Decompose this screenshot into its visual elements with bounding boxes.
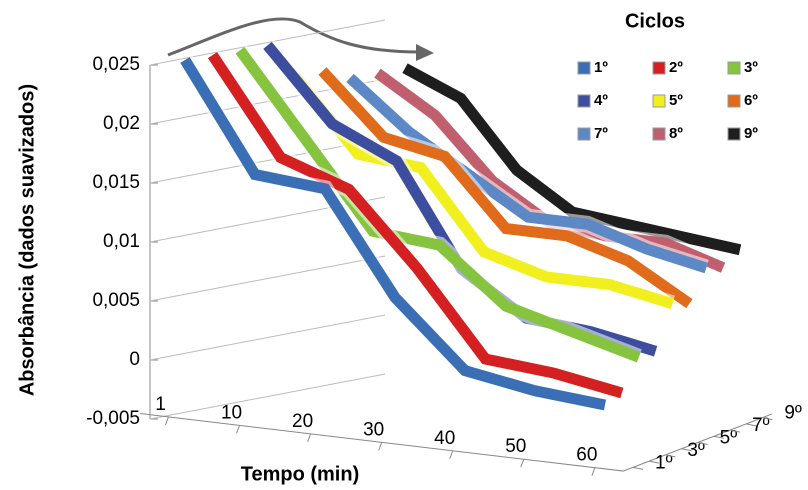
y-tick-label: 0,01 — [103, 231, 140, 252]
depth-tick — [729, 429, 741, 433]
depth-tick — [713, 435, 724, 439]
y-tick-label: -0,005 — [86, 408, 140, 429]
ribbon — [318, 67, 693, 309]
grid-line — [149, 255, 386, 302]
ribbon — [290, 72, 675, 310]
depth-tick — [697, 442, 708, 445]
trend-arrow — [167, 17, 421, 57]
depth-tick — [746, 423, 757, 427]
x-tick-label: 20 — [292, 411, 313, 432]
ribbon — [180, 57, 607, 411]
x-axis-title: Tempo (min) — [241, 463, 360, 485]
legend-swatch — [577, 127, 591, 141]
x-tick-label: 30 — [363, 419, 384, 440]
legend-swatch — [577, 94, 591, 108]
depth-tick — [665, 454, 676, 458]
legend-label: 1º — [594, 59, 608, 76]
ribbon — [402, 63, 742, 256]
legend-label: 6º — [744, 92, 758, 109]
depth-tick — [649, 460, 660, 464]
legend-title: Ciclos — [625, 10, 685, 32]
legend-label: 8º — [669, 125, 683, 142]
legend-swatch — [577, 61, 591, 75]
y-tick-label: 0,015 — [92, 172, 140, 193]
trend-arrow-head — [416, 44, 434, 61]
depth-tick-label: 1º — [655, 452, 673, 473]
x-tick-label: 50 — [505, 436, 526, 457]
grid-line — [149, 314, 386, 361]
y-axis-title: Absorbância (dados suavizados) — [16, 84, 38, 396]
x-tick — [307, 433, 312, 443]
legend-swatch — [727, 61, 741, 75]
x-tick — [165, 416, 169, 426]
x-tick-label: 60 — [576, 445, 597, 466]
legend-label: 7º — [594, 125, 608, 142]
y-tick-label: 0,025 — [92, 54, 140, 75]
x-tick — [449, 450, 454, 459]
ribbon — [207, 52, 624, 399]
grid-line — [149, 373, 386, 420]
depth-tick-label: 3º — [687, 440, 705, 461]
depth-tick-label: 5º — [720, 428, 738, 449]
y-tick-label: 0 — [129, 349, 140, 370]
depth-tick — [632, 466, 644, 470]
legend-label: 5º — [669, 92, 683, 109]
x-tick-label: 1 — [155, 394, 166, 415]
legend-swatch — [727, 127, 741, 141]
legend-label: 2º — [669, 59, 683, 76]
legend-swatch — [652, 61, 666, 75]
x-tick-label: 10 — [221, 402, 242, 423]
x-tick-label: 40 — [434, 428, 455, 449]
legend-label: 3º — [744, 59, 758, 76]
legend-label: 9º — [744, 125, 758, 142]
legend-swatch — [727, 94, 741, 108]
legend-swatch — [652, 127, 666, 141]
x-tick — [520, 459, 525, 468]
depth-tick — [681, 448, 692, 452]
depth-tick-label: 7º — [752, 415, 770, 436]
legend-label: 4º — [594, 92, 608, 109]
y-tick-label: 0,005 — [92, 290, 140, 311]
legend-swatch — [652, 94, 666, 108]
ribbon — [346, 73, 708, 274]
y-tick-label: 0,02 — [103, 113, 140, 134]
depth-tick — [762, 417, 773, 421]
depth-tick-label: 9º — [784, 403, 802, 424]
floor-edge — [140, 413, 773, 472]
x-tick — [378, 442, 383, 451]
x-tick — [236, 425, 241, 434]
x-tick — [591, 467, 596, 476]
ribbon — [235, 46, 641, 363]
